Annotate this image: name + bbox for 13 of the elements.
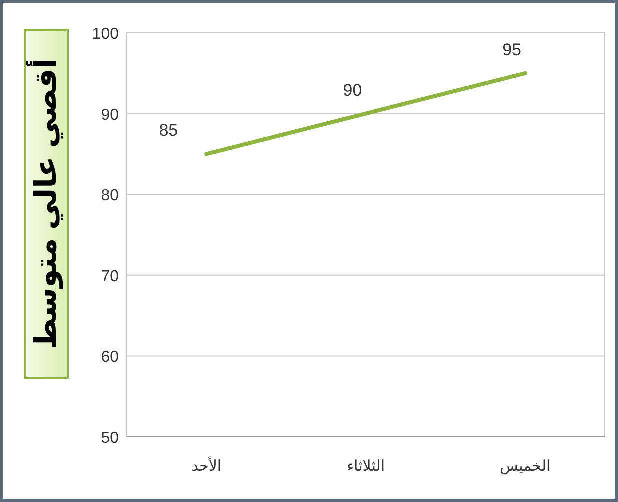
y-tick-label: 100 (92, 26, 120, 43)
x-tick-label: الأحد (192, 456, 222, 475)
y-tick-label: 60 (101, 349, 120, 366)
y-axis-title: أقصي عالي متوسط (26, 58, 64, 350)
y-tick-label: 70 (101, 268, 120, 286)
data-label: 85 (159, 121, 178, 140)
data-label: 90 (343, 80, 362, 100)
y-tick-label: 80 (101, 188, 120, 205)
x-tick-label: الثلاثاء (346, 458, 386, 475)
data-label: 95 (502, 40, 522, 60)
x-tick-label: الخميس (500, 458, 551, 475)
y-tick-label: 50 (101, 430, 120, 447)
y-tick-label: 90 (101, 106, 120, 124)
